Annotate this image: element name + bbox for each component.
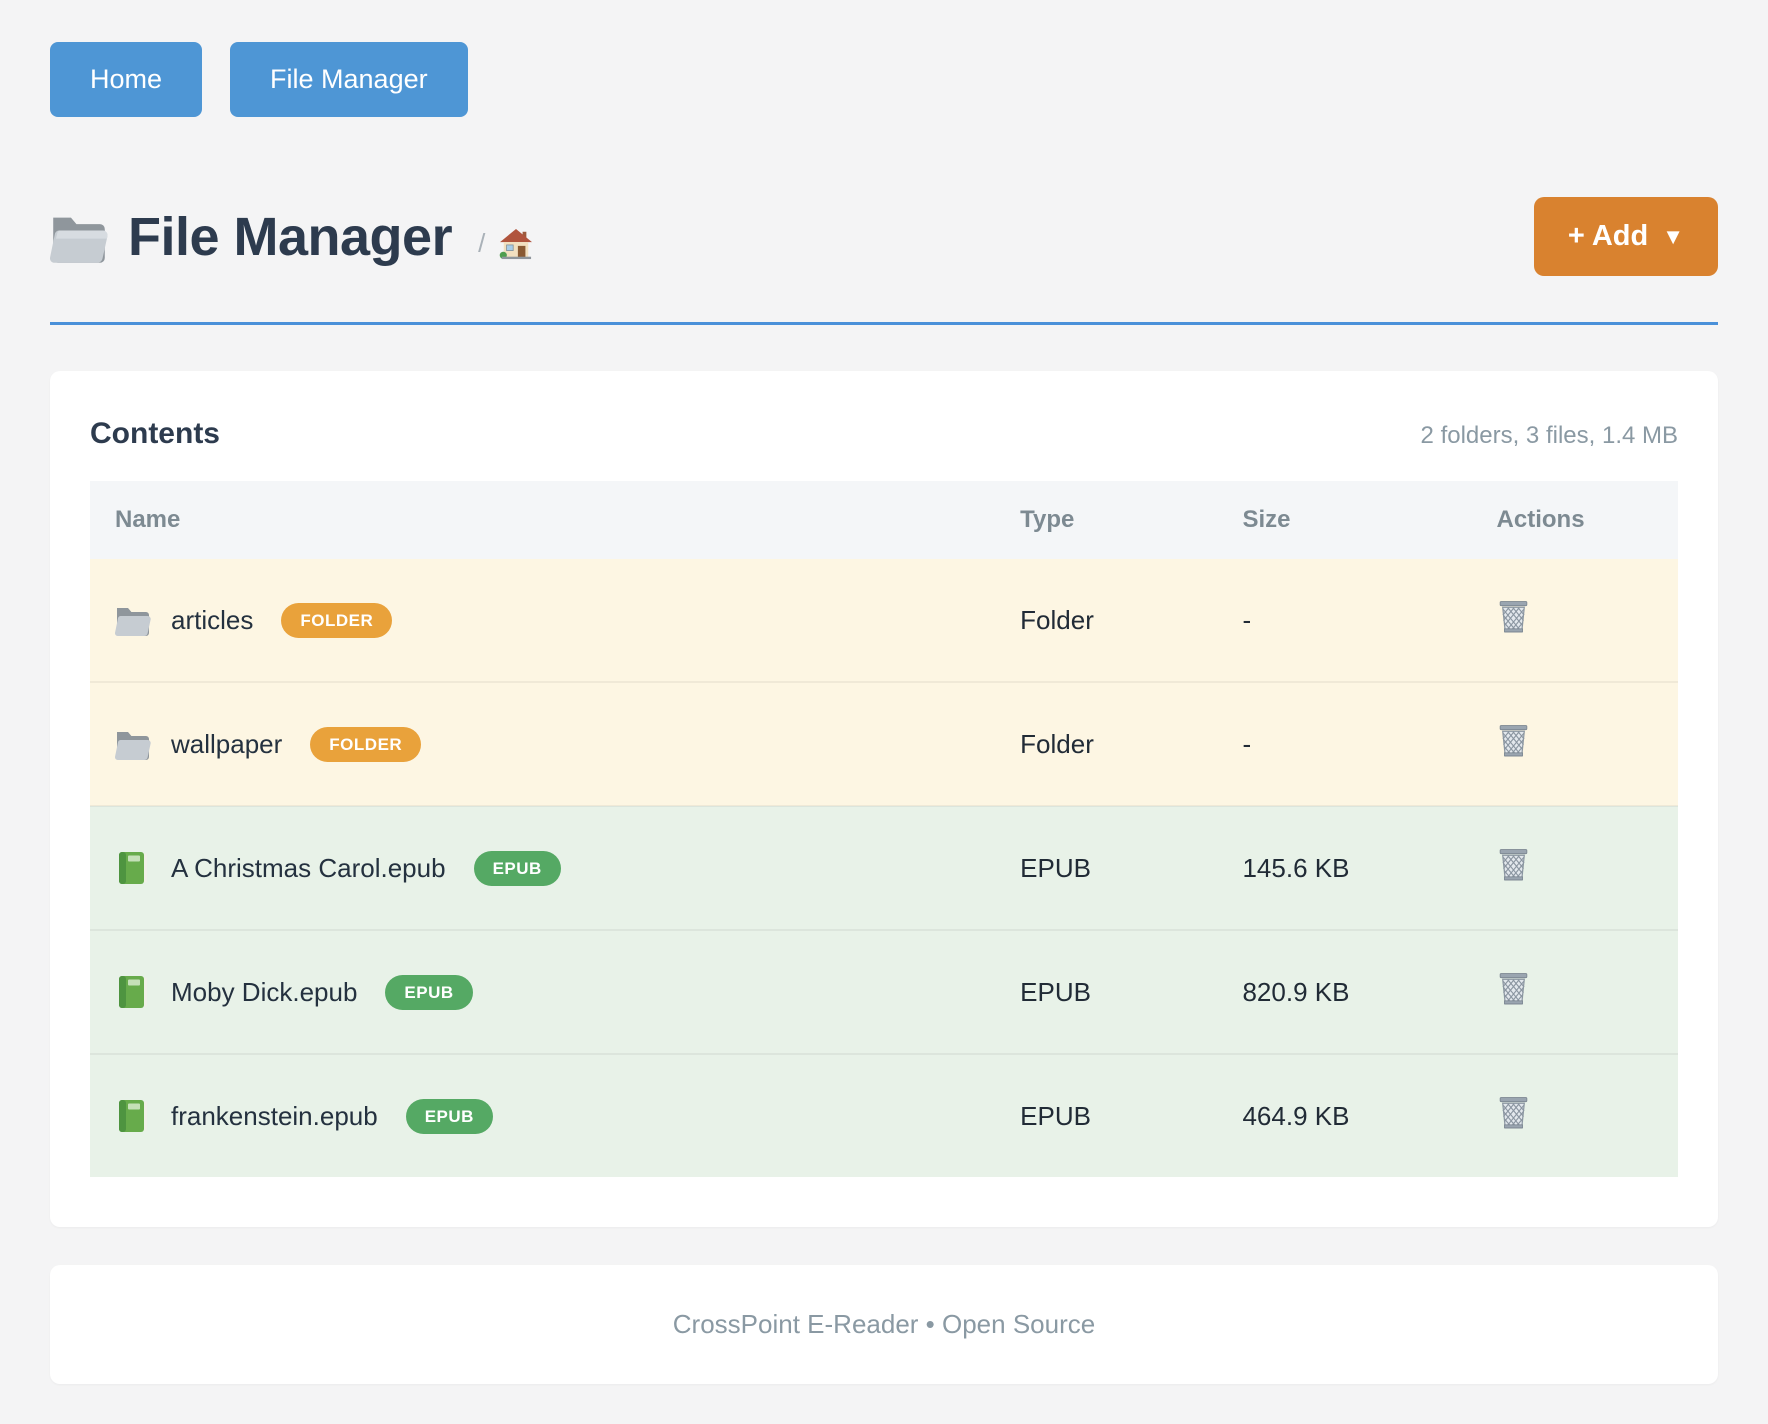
row-badge: FOLDER [310,726,422,762]
row-badge: EPUB [473,850,561,886]
contents-card-header: Contents 2 folders, 3 files, 1.4 MB [90,417,1678,451]
page-title: File Manager [128,206,453,267]
file-name-link[interactable]: articles [171,604,254,635]
file-size: - [1217,682,1472,808]
file-size: 464.9 KB [1242,1100,1350,1131]
trash-icon [1499,849,1527,881]
file-table: Name Type Size Actions articles FOLDER F… [90,481,1678,1178]
row-badge: EPUB [405,1098,493,1134]
delete-button[interactable] [1497,598,1530,635]
contents-card: Contents 2 folders, 3 files, 1.4 MB Name… [50,371,1718,1228]
trash-icon [1499,973,1527,1005]
table-row[interactable]: wallpaper FOLDER Folder - [90,682,1678,808]
file-type: EPUB [1020,1100,1091,1131]
home-icon[interactable] [499,228,533,260]
nav-buttons: Home File Manager [50,42,1718,118]
footer-text: CrossPoint E-Reader • Open Source [672,1309,1096,1340]
delete-button[interactable] [1497,1094,1530,1131]
file-table-body: articles FOLDER Folder - [90,559,1678,1178]
book-icon [119,976,147,1009]
delete-button[interactable] [1497,722,1530,759]
table-row[interactable]: A Christmas Carol.epub EPUB EPUB 145.6 K… [90,806,1678,932]
breadcrumb: / [478,228,533,260]
file-type: Folder [995,559,1218,684]
file-type: EPUB [995,930,1218,1056]
folder-icon [115,732,151,761]
page-header: File Manager / + Add ▼ [50,197,1718,277]
table-row[interactable]: frankenstein.epub EPUB EPUB 464.9 KB [90,1054,1678,1178]
column-header-size: Size [1217,481,1472,560]
book-icon [119,852,147,885]
file-size: 145.6 KB [1217,806,1472,932]
table-row[interactable]: articles FOLDER Folder - [90,559,1678,684]
footer-card: CrossPoint E-Reader • Open Source [50,1265,1718,1385]
nav-home-button[interactable]: Home [50,42,203,118]
contents-title: Contents [90,417,220,451]
trash-icon [1499,601,1527,633]
header-divider [50,322,1718,326]
folder-icon [115,608,151,637]
breadcrumb-separator: / [478,228,486,259]
folder-icon [50,217,108,263]
caret-down-icon: ▼ [1662,223,1684,249]
row-badge: FOLDER [281,602,393,638]
file-name-link[interactable]: wallpaper [171,728,283,759]
delete-button[interactable] [1497,970,1530,1007]
book-icon [119,1100,147,1133]
file-name-link[interactable]: frankenstein.epub [171,1100,378,1131]
file-size: - [1217,559,1472,684]
file-size: 820.9 KB [1217,930,1472,1056]
trash-icon [1499,725,1527,757]
column-header-type: Type [995,481,1218,560]
table-header-row: Name Type Size Actions [90,481,1678,560]
title-group: File Manager / [50,206,533,268]
file-name-link[interactable]: Moby Dick.epub [171,976,358,1007]
column-header-name: Name [90,481,996,560]
nav-file-manager-button[interactable]: File Manager [230,42,468,118]
file-type: Folder [995,682,1218,808]
add-button-label: + Add [1567,220,1649,253]
file-type: EPUB [995,806,1218,932]
add-button[interactable]: + Add ▼ [1533,197,1718,277]
row-badge: EPUB [385,974,473,1010]
trash-icon [1499,1097,1527,1129]
contents-summary: 2 folders, 3 files, 1.4 MB [1420,422,1678,450]
file-name-link[interactable]: A Christmas Carol.epub [171,852,446,883]
delete-button[interactable] [1497,846,1530,883]
table-row[interactable]: Moby Dick.epub EPUB EPUB 820.9 KB [90,930,1678,1056]
column-header-actions: Actions [1471,481,1678,560]
